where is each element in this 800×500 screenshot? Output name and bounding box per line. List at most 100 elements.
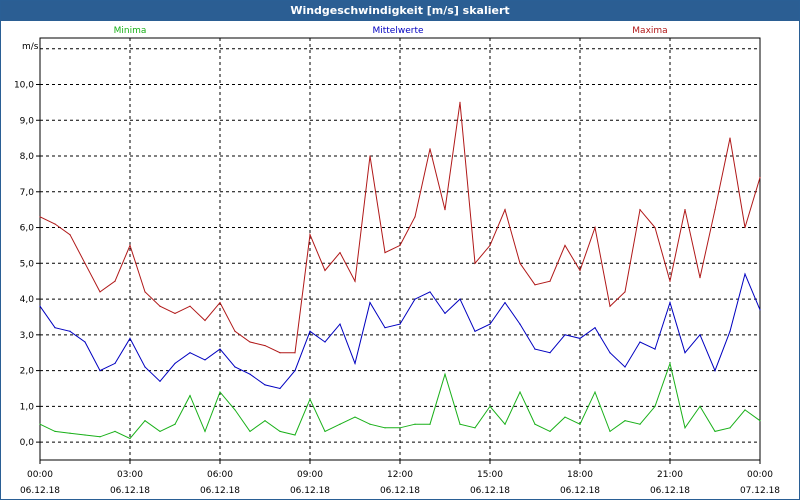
- x-tick-date: 06.12.18: [380, 486, 420, 496]
- x-tick-date: 07.12.18: [740, 486, 780, 496]
- data-point: [99, 369, 101, 372]
- data-point: [444, 312, 446, 314]
- data-point: [54, 223, 56, 225]
- data-point: [384, 427, 386, 429]
- data-point: [534, 284, 536, 286]
- data-point: [534, 348, 536, 350]
- x-tick-time: 09:00: [297, 470, 323, 480]
- data-point: [699, 334, 701, 336]
- data-point: [519, 391, 521, 393]
- data-point: [174, 423, 176, 425]
- data-point: [69, 432, 71, 434]
- y-tick-label: 3,0: [20, 331, 35, 341]
- data-point: [354, 280, 356, 282]
- data-point: [204, 359, 206, 361]
- data-point: [504, 423, 506, 425]
- data-point: [339, 323, 341, 325]
- y-tick-label: 5,0: [20, 259, 35, 269]
- data-point: [669, 302, 671, 304]
- data-point: [39, 305, 41, 307]
- series-mittelwerte: [39, 272, 761, 390]
- data-point: [324, 341, 326, 343]
- data-point: [399, 427, 401, 429]
- data-point: [369, 302, 371, 304]
- data-point: [459, 423, 461, 425]
- data-point: [744, 273, 746, 275]
- data-point: [294, 434, 296, 436]
- data-point: [714, 369, 716, 372]
- data-point: [549, 430, 551, 432]
- data-point: [639, 209, 641, 211]
- data-point: [429, 148, 431, 150]
- data-point: [384, 251, 386, 254]
- data-point: [219, 391, 221, 393]
- data-point: [684, 352, 686, 354]
- data-point: [84, 262, 86, 264]
- data-point: [609, 352, 611, 354]
- data-point: [399, 244, 401, 247]
- series-minima: [39, 361, 761, 440]
- data-point: [174, 362, 176, 365]
- data-point: [564, 244, 566, 247]
- data-point: [234, 366, 236, 368]
- data-point: [669, 280, 671, 282]
- y-tick-label: 9,0: [20, 116, 35, 126]
- data-point: [594, 226, 596, 229]
- data-point: [99, 436, 101, 438]
- data-point: [624, 420, 626, 422]
- data-point: [549, 352, 551, 354]
- data-point: [474, 427, 476, 429]
- data-point: [639, 341, 641, 343]
- data-point: [414, 216, 416, 218]
- y-tick-label: 8,0: [20, 152, 35, 162]
- legend-maxima: Maxima: [632, 26, 667, 36]
- data-point: [114, 280, 116, 282]
- data-point: [324, 269, 326, 272]
- data-point: [519, 323, 521, 325]
- data-point: [654, 348, 656, 350]
- data-point: [504, 209, 506, 211]
- data-point: [354, 416, 356, 418]
- data-point: [204, 319, 206, 322]
- data-point: [249, 373, 251, 375]
- data-point: [564, 416, 566, 418]
- data-point: [219, 302, 221, 304]
- x-tick-time: 12:00: [387, 470, 413, 480]
- y-tick-label: 2,0: [20, 367, 35, 377]
- data-point: [294, 352, 296, 354]
- data-point: [339, 251, 341, 254]
- data-point: [609, 305, 611, 307]
- data-point: [594, 391, 596, 393]
- x-tick-date: 06.12.18: [110, 486, 150, 496]
- data-point: [489, 405, 491, 407]
- x-tick-time: 21:00: [657, 470, 683, 480]
- data-point: [444, 209, 446, 211]
- data-point: [624, 291, 626, 293]
- data-point: [504, 302, 506, 304]
- x-tick-time: 00:00: [747, 470, 773, 480]
- data-point: [234, 409, 236, 411]
- data-point: [264, 344, 266, 347]
- data-point: [639, 423, 641, 425]
- data-point: [744, 409, 746, 411]
- data-point: [99, 291, 101, 293]
- series-maxima: [39, 101, 761, 354]
- data-point: [39, 423, 41, 425]
- data-point: [594, 327, 596, 329]
- window-title: Windgeschwindigkeit [m/s] skaliert: [1, 1, 799, 21]
- data-point: [39, 216, 41, 218]
- data-point: [759, 309, 761, 311]
- y-tick-label: 0,0: [20, 438, 35, 448]
- data-point: [369, 423, 371, 425]
- data-point: [159, 430, 161, 432]
- x-tick-date: 06.12.18: [20, 486, 60, 496]
- data-point: [309, 234, 311, 236]
- data-point: [729, 330, 731, 332]
- data-point: [519, 262, 521, 264]
- y-tick-label: 4,0: [20, 295, 35, 305]
- data-point: [744, 226, 746, 229]
- grid: [40, 38, 760, 460]
- data-point: [384, 327, 386, 329]
- data-point: [759, 176, 761, 179]
